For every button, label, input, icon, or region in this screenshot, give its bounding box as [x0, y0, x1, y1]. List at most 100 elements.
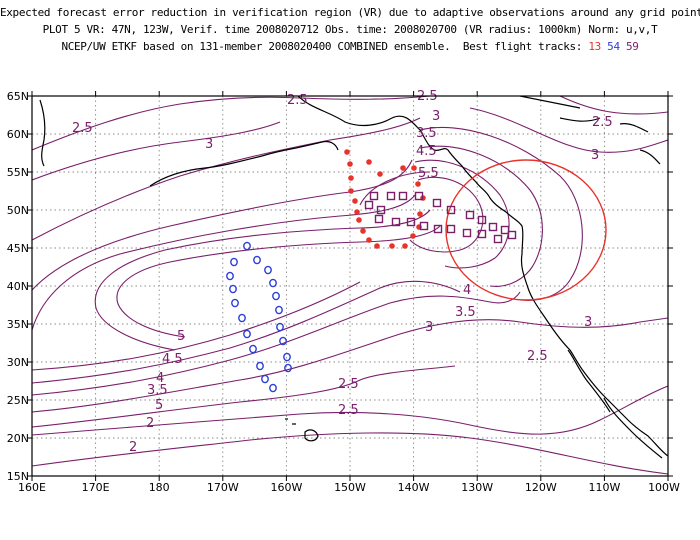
flight-54-point [284, 363, 292, 373]
verification-region-circle [445, 159, 607, 301]
flight-track-13 [344, 149, 426, 249]
contour-label: 2 [129, 440, 137, 455]
lon-label: 160E [18, 481, 46, 494]
contour-label: 3.5 [416, 126, 437, 141]
lon-label: 120W [525, 481, 557, 494]
contour-label: 4 [156, 371, 164, 386]
flight-59-point [398, 191, 408, 201]
contour-4-outer [32, 194, 416, 331]
flight-track-59 [364, 191, 517, 244]
lon-label: 130W [461, 481, 493, 494]
contour-4-vr [419, 145, 543, 287]
flight-59-point [432, 198, 442, 208]
flight-track-59-label: 59 [626, 40, 639, 53]
contour-label: 2.5 [338, 377, 359, 392]
plot-header: Expected forecast error reduction in ver… [0, 4, 700, 55]
lon-label: 160W [270, 481, 302, 494]
flight-13-point [417, 211, 423, 217]
flight-54-point [264, 265, 272, 275]
flight-59-point [446, 224, 456, 234]
flight-track-13-label: 13 [588, 40, 601, 53]
contour-2-5-north [32, 96, 431, 151]
flight-54-point [256, 361, 264, 371]
flight-59-point [446, 205, 456, 215]
lon-label: 170E [82, 481, 110, 494]
lat-label: 30N [7, 356, 29, 369]
flight-13-point [366, 237, 372, 243]
contour-label: 3 [584, 315, 592, 330]
contour-5-loop [116, 225, 441, 338]
lat-labels: 65N 60N 55N 50N 45N 40N 35N 30N 25N 20N … [7, 90, 29, 483]
flight-59-point [507, 230, 517, 240]
contour-3-south [32, 317, 668, 413]
contour-label: 2.5 [527, 349, 548, 364]
flight-54-point [230, 257, 238, 267]
flight-13-point [415, 181, 421, 187]
contour-label: 2.5 [287, 93, 308, 108]
flight-13-point [411, 165, 417, 171]
contour-label: 4.5 [162, 352, 183, 367]
flight-59-point [462, 228, 472, 238]
flight-13-point [410, 233, 416, 239]
contour-2-south [32, 432, 668, 475]
title-line-1: Expected forecast error reduction in ver… [0, 6, 700, 19]
flight-59-point [374, 214, 384, 224]
map-grid [32, 96, 668, 476]
contour-4-5-loop [94, 209, 431, 351]
kamchatka-coast [39, 99, 46, 167]
lon-label: 150W [334, 481, 366, 494]
flight-54-point [279, 336, 287, 346]
flight-59-point [477, 229, 487, 239]
contour-label: 2 [146, 416, 154, 431]
lon-label: 100W [648, 481, 680, 494]
flight-13-point [389, 243, 395, 249]
lon-labels: 160E 170E 180 170W 160W 150W 140W 130W 1… [18, 481, 680, 494]
flight-track-54 [226, 241, 292, 393]
contour-label: 3 [205, 137, 213, 152]
coastlines [39, 96, 668, 459]
contour-label: 4 [463, 283, 471, 298]
flight-13-point [356, 217, 362, 223]
flight-59-point [419, 221, 429, 231]
contour-labels: 2.5 2.5 2.5 3 3 3 3 3 3.5 3.5 3.5 4 4 4.… [72, 89, 613, 455]
flight-13-point [400, 165, 406, 171]
contour-label: 3 [425, 320, 433, 335]
aleutian-islands [149, 147, 297, 187]
title-line-2: PLOT 5 VR: 47N, 123W, Verif. time 200802… [42, 23, 658, 36]
flight-54-point [275, 305, 283, 315]
flight-59-point [433, 224, 443, 234]
lat-label: 65N [7, 90, 29, 103]
contour-5-vr-inner [359, 171, 431, 206]
lat-label: 55N [7, 166, 29, 179]
contour-label: 2.5 [72, 121, 93, 136]
flight-59-point [369, 191, 379, 201]
contour-label: 2.5 [338, 403, 359, 418]
flight-13-point [348, 188, 354, 194]
flight-13-point [354, 209, 360, 215]
flight-54-point [272, 291, 280, 301]
canada-ne-coast [519, 96, 661, 165]
flight-54-point [253, 255, 261, 265]
lat-label: 20N [7, 432, 29, 445]
flight-59-point [500, 225, 510, 235]
flight-13-point [402, 243, 408, 249]
contour-label: 3 [432, 109, 440, 124]
lat-label: 50N [7, 204, 29, 217]
flight-59-point [406, 217, 416, 227]
contour-label: 4.5 [416, 144, 437, 159]
flight-54-point [243, 241, 251, 251]
flight-54-point [238, 313, 246, 323]
mexico-west-coast [603, 397, 663, 459]
contour-3-north [32, 121, 281, 181]
contour-2-5-far-south [32, 385, 668, 436]
contour-2-5-ne [559, 96, 668, 115]
lat-label: 35N [7, 318, 29, 331]
baja-california [567, 349, 611, 413]
flight-59-point [414, 191, 424, 201]
flight-59-point [364, 200, 374, 210]
flight-54-point [283, 352, 291, 362]
contour-3-ne [469, 107, 668, 153]
flight-13-point [348, 175, 354, 181]
contour-label: 3 [591, 148, 599, 163]
flight-54-point [229, 284, 237, 294]
